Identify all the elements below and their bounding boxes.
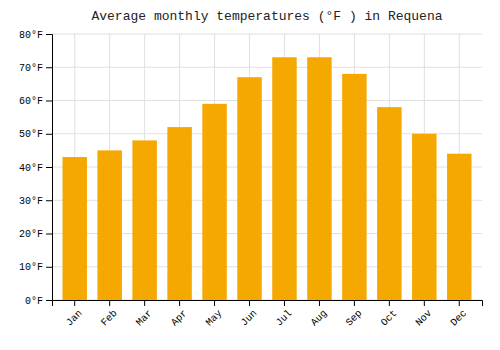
x-tick: Nov xyxy=(414,300,435,328)
y-tick: 60°F xyxy=(19,96,52,107)
y-tick-mark xyxy=(46,200,52,201)
x-tick-label: Apr xyxy=(169,308,190,329)
x-tick-label: Jan xyxy=(64,308,85,329)
x-tick-label: Jun xyxy=(239,308,260,329)
y-tick-mark xyxy=(46,67,52,68)
bar xyxy=(307,57,331,300)
title: Average monthly temperatures (°F ) in Re… xyxy=(91,9,442,24)
x-tick: Mar xyxy=(134,300,155,328)
y-tick-mark xyxy=(46,267,52,268)
y-tick: 20°F xyxy=(19,229,52,240)
y-tick-label: 60°F xyxy=(19,96,43,107)
x-tick-label: Sep xyxy=(344,308,365,329)
grid xyxy=(52,34,482,300)
x-axis-line xyxy=(53,301,483,307)
x-tick-mark xyxy=(179,300,180,306)
x-tick: Feb xyxy=(99,300,120,328)
bar xyxy=(377,107,401,300)
y-tick: 50°F xyxy=(19,129,52,140)
x-tick-mark xyxy=(424,300,425,306)
x-tick: Jan xyxy=(64,300,85,328)
x-tick-mark xyxy=(249,300,250,306)
y-tick-label: 80°F xyxy=(19,30,43,41)
y-tick-mark xyxy=(46,134,52,135)
y-axis: 0°F 10°F 20°F 30°F 40°F 50°F 60°F 70°F 80°F xyxy=(19,30,53,307)
x-tick: Sep xyxy=(344,300,365,328)
y-tick: 10°F xyxy=(19,262,52,273)
x-tick-mark xyxy=(389,300,390,306)
y-tick-label: 20°F xyxy=(19,229,43,240)
x-tick-mark xyxy=(214,300,215,306)
x-tick-label: Aug xyxy=(309,308,330,329)
y-tick-mark xyxy=(46,234,52,235)
bar xyxy=(132,140,156,300)
bar xyxy=(97,150,121,300)
x-tick: Aug xyxy=(309,300,330,328)
y-tick-mark xyxy=(46,300,52,301)
grid-line-y xyxy=(52,100,482,101)
y-tick-mark xyxy=(46,167,52,168)
y-tick-label: 0°F xyxy=(25,296,43,307)
x-tick-mark xyxy=(284,300,285,306)
x-tick-label: Feb xyxy=(99,308,120,329)
x-tick: Oct xyxy=(379,300,400,328)
x-tick: Jul xyxy=(274,300,295,328)
x-tick-mark xyxy=(74,300,75,306)
y-tick: 0°F xyxy=(25,296,52,307)
y-tick-label: 30°F xyxy=(19,196,43,207)
bar xyxy=(447,154,471,300)
x-tick-label: Nov xyxy=(414,308,435,329)
plot-area: 0°F 10°F 20°F 30°F 40°F 50°F 60°F 70°F 80°F Jan Fe… xyxy=(19,30,483,329)
bars xyxy=(62,57,471,300)
bar xyxy=(272,57,296,300)
x-tick-label: Mar xyxy=(134,308,155,329)
chart: 0°F 10°F 20°F 30°F 40°F 50°F 60°F 70°F 80°F Jan Fe… xyxy=(0,0,500,350)
x-tick: Apr xyxy=(169,300,190,328)
y-tick-label: 70°F xyxy=(19,63,43,74)
y-tick: 40°F xyxy=(19,163,52,174)
y-tick: 70°F xyxy=(19,63,52,74)
bar xyxy=(412,134,436,300)
y-tick: 80°F xyxy=(19,30,52,41)
y-axis-line xyxy=(46,35,53,301)
bar xyxy=(342,74,366,300)
y-tick-label: 50°F xyxy=(19,129,43,140)
bar xyxy=(167,127,191,300)
x-tick-label: Jul xyxy=(274,308,295,329)
x-tick-label: Dec xyxy=(449,308,470,329)
y-tick-label: 40°F xyxy=(19,163,43,174)
grid-line-y xyxy=(52,67,482,68)
y-tick-mark xyxy=(46,101,52,102)
x-tick-label: May xyxy=(204,308,225,329)
x-tick-label: Oct xyxy=(379,308,400,329)
grid-line-y xyxy=(52,34,482,35)
y-tick: 30°F xyxy=(19,196,52,207)
x-tick-mark xyxy=(354,300,355,306)
x-tick: Jun xyxy=(239,300,260,328)
x-tick-mark xyxy=(459,300,460,306)
x-tick: Dec xyxy=(449,300,470,328)
bar xyxy=(62,157,86,300)
x-tick-mark xyxy=(144,300,145,306)
y-tick-mark xyxy=(46,34,52,35)
x-tick-mark xyxy=(109,300,110,306)
x-tick-mark xyxy=(319,300,320,306)
bar xyxy=(202,104,226,300)
x-tick: May xyxy=(204,300,225,328)
bar xyxy=(237,77,261,300)
y-tick-label: 10°F xyxy=(19,262,43,273)
x-axis: Jan Feb Mar Apr May Jun Jul Aug Sep Oct Nov Dec xyxy=(53,300,483,328)
